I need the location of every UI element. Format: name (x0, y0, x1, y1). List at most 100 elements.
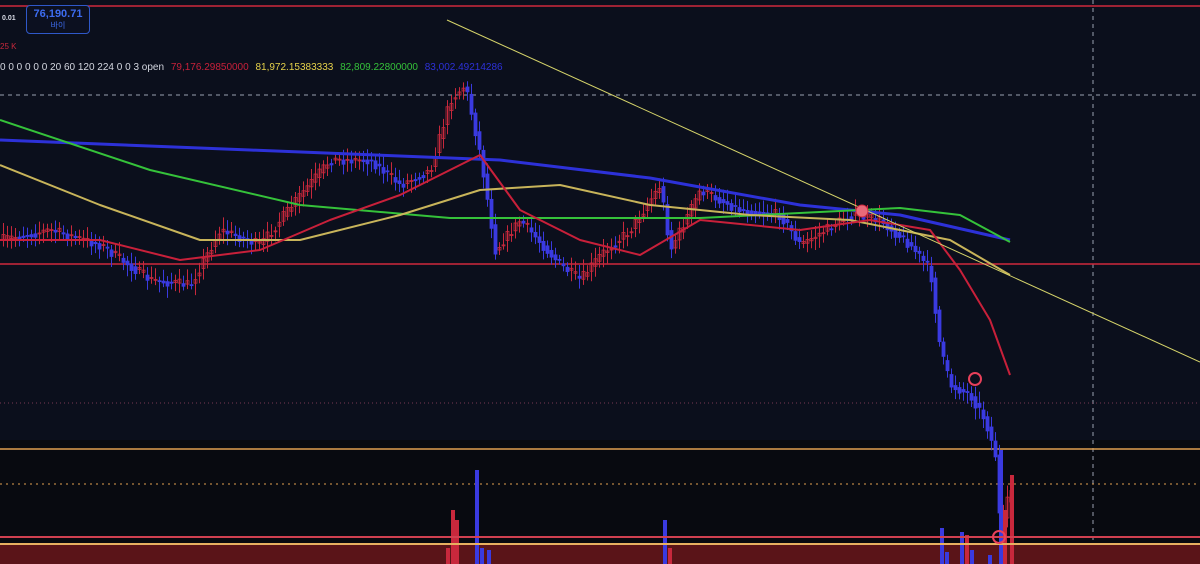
candle-body (961, 389, 966, 393)
candle-body (533, 231, 538, 238)
candle-body (377, 163, 382, 167)
indicator-legend: 0 0 0 0 0 0 20 60 120 224 0 0 3 open 79,… (0, 62, 507, 73)
candle-body (941, 341, 946, 357)
candle-body (161, 280, 166, 284)
candle-body (317, 168, 322, 178)
candle-body (897, 232, 902, 238)
candle-body (109, 249, 114, 257)
candle-body (661, 186, 666, 203)
candle-body (357, 159, 362, 162)
price-badge[interactable]: 76,190.71 바이 (26, 5, 90, 34)
candle-body (33, 233, 38, 238)
candle-body (609, 248, 614, 251)
candle-body (517, 221, 522, 227)
candle-body (625, 235, 630, 238)
candle-body (489, 198, 494, 229)
candle-body (401, 183, 406, 188)
candle-body (13, 237, 18, 239)
candle-body (309, 179, 314, 188)
candle-body (957, 387, 962, 394)
candle-body (25, 234, 30, 237)
candle-body (921, 255, 926, 262)
candle-body (829, 228, 834, 231)
volume-bar (446, 548, 450, 564)
candle-body (613, 245, 618, 248)
ma-value-120: 82,809.22800000 (340, 62, 418, 73)
candle-body (973, 396, 978, 409)
candle-body (157, 280, 162, 283)
candle-body (369, 159, 374, 162)
candle-body (565, 266, 570, 273)
candle-body (549, 249, 554, 258)
candle-body (701, 191, 706, 196)
candle-body (637, 219, 642, 223)
signal-marker-ring (968, 372, 982, 386)
candle-body (725, 201, 730, 205)
candle-body (905, 238, 910, 248)
candle-body (901, 235, 906, 238)
candle-body (797, 237, 802, 242)
candle-body (461, 87, 466, 92)
candle-body (449, 103, 454, 111)
candle-body (893, 228, 898, 238)
ma-value-20: 79,176.29850000 (170, 62, 249, 73)
candle-body (321, 164, 326, 174)
ma-120-line (0, 119, 1011, 243)
candle-body (269, 235, 274, 237)
candle-body (57, 227, 62, 232)
candle-body (189, 284, 194, 287)
indicator-params: 0 0 0 0 0 0 20 60 120 224 0 0 3 open (0, 62, 165, 73)
candle-body (989, 426, 994, 441)
candle-body (657, 188, 662, 193)
candle-body (445, 106, 450, 125)
candle-body (985, 416, 990, 432)
candle-body (233, 233, 238, 236)
candle-body (149, 277, 154, 279)
candle-body (277, 221, 282, 227)
candle-body (129, 263, 134, 271)
candle-body (913, 245, 918, 253)
candle-body (909, 242, 914, 247)
candle-body (817, 232, 822, 237)
candle-body (337, 158, 342, 161)
candle-body (949, 374, 954, 388)
candle-body (101, 244, 106, 247)
price-badge-value: 76,190.71 (33, 8, 83, 20)
volume-bar (663, 520, 667, 564)
candle-body (569, 267, 574, 271)
candle-body (717, 197, 722, 204)
candle-body (133, 266, 138, 274)
candle-body (305, 185, 310, 192)
volume-bar (965, 535, 969, 564)
candle-body (413, 179, 418, 182)
candle-body (281, 211, 286, 222)
candle-body (221, 228, 226, 233)
candle-body (301, 190, 306, 197)
candle-body (929, 265, 934, 283)
candle-body (729, 203, 734, 211)
step-label: 0.01 (2, 15, 16, 22)
candle-body (869, 213, 874, 219)
candle-body (373, 160, 378, 170)
candle-body (741, 209, 746, 212)
candle-body (417, 177, 422, 180)
candle-body (709, 192, 714, 194)
candle-body (225, 230, 230, 235)
candle-body (241, 236, 246, 239)
candle-body (177, 278, 182, 284)
candle-body (145, 274, 150, 281)
candle-body (825, 223, 830, 232)
candle-body (429, 170, 434, 172)
candle-body (125, 260, 130, 266)
candle-body (353, 158, 358, 161)
candle-body (193, 279, 198, 284)
candle-body (465, 86, 470, 93)
candle-body (537, 236, 542, 243)
candle-body (209, 249, 214, 255)
candle-body (409, 179, 414, 182)
candle-body (981, 409, 986, 420)
candle-body (669, 230, 674, 250)
candle-body (785, 219, 790, 223)
trendline[interactable] (446, 19, 1200, 363)
